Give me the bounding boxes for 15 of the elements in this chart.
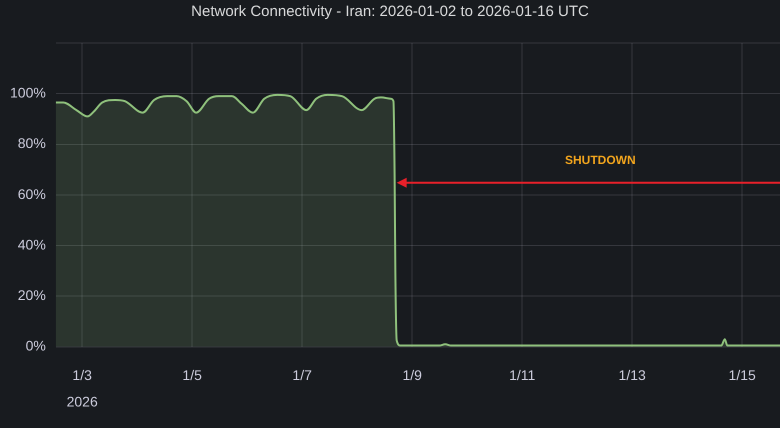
x-tick-label: 1/11 bbox=[509, 366, 536, 383]
y-tick-label: 80% bbox=[18, 135, 46, 152]
x-tick-label: 1/9 bbox=[402, 366, 422, 383]
chart-title: Network Connectivity - Iran: 2026-01-02 to 2026-01-16 UTC bbox=[191, 3, 590, 20]
y-tick-label: 60% bbox=[18, 186, 46, 202]
y-tick-label: 0% bbox=[26, 338, 46, 354]
x-tick-label: 1/15 bbox=[728, 366, 756, 383]
x-tick-label: 1/5 bbox=[182, 366, 202, 383]
annotation: SHUTDOWN bbox=[564, 153, 636, 168]
x-tick-label: 1/13 bbox=[618, 366, 646, 383]
x-tick-label: 1/3 2026 bbox=[66, 366, 98, 410]
x-tick-label: 1/7 bbox=[292, 366, 312, 383]
y-tick-label: 40% bbox=[18, 236, 46, 252]
y-tick-label: 100% bbox=[10, 84, 46, 100]
y-tick-label: 20% bbox=[18, 287, 46, 304]
